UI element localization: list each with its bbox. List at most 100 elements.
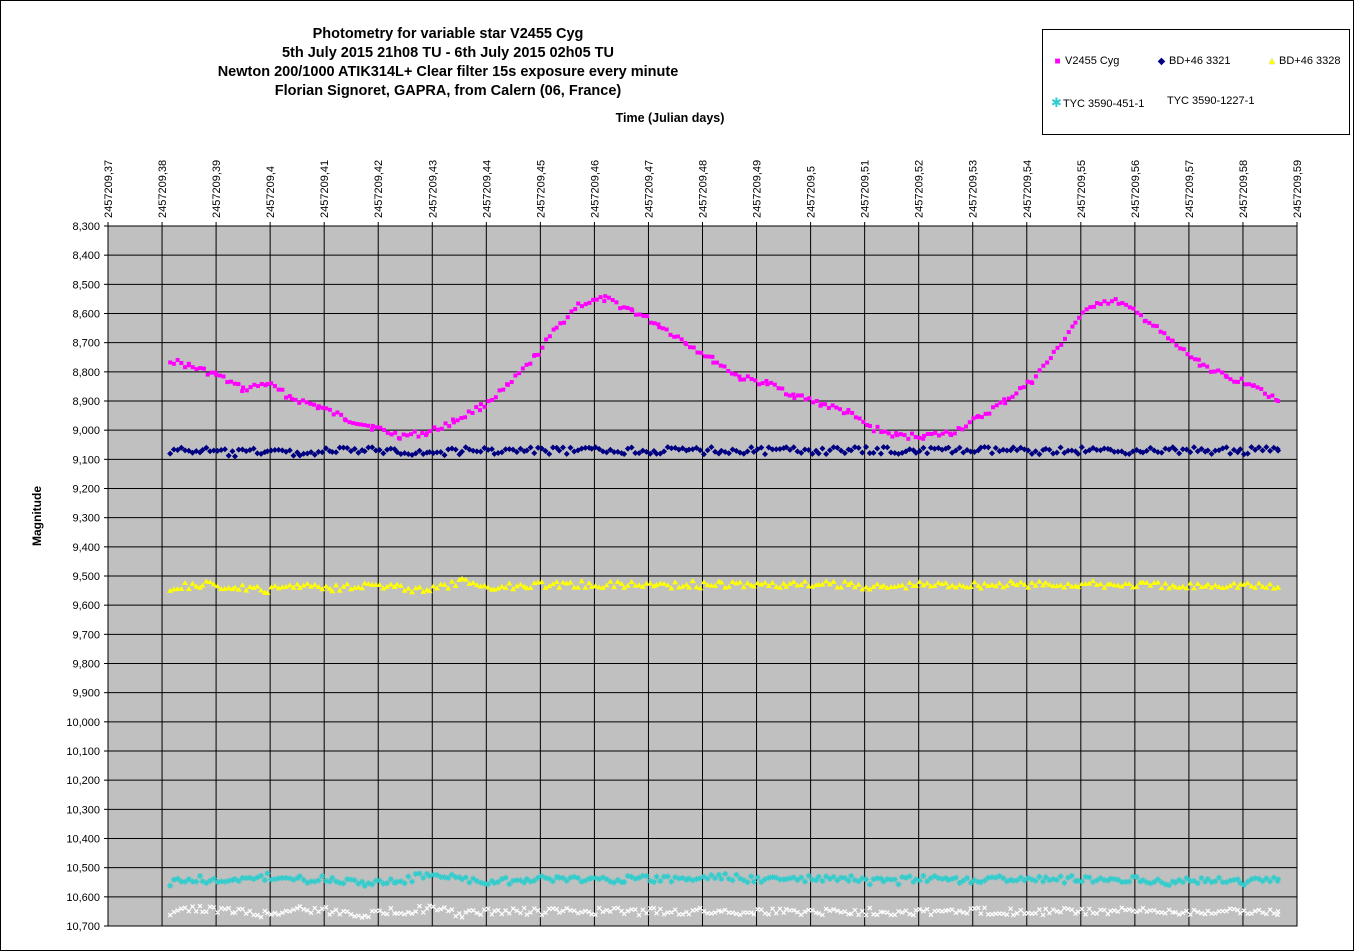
data-point [1147, 880, 1154, 887]
data-point [587, 300, 592, 305]
data-point [694, 907, 699, 913]
data-point [1154, 579, 1161, 585]
data-point [247, 908, 253, 914]
legend-item-tyc1227: ✕ TYC 3590-1227-1 [1155, 95, 1254, 107]
data-point [1126, 878, 1133, 885]
data-point [1000, 911, 1006, 917]
data-point [1106, 301, 1111, 306]
x-tick-label: 2457209,51 [860, 160, 872, 218]
data-point [391, 584, 398, 590]
data-point [700, 873, 707, 880]
data-point [598, 295, 603, 300]
data-point [509, 380, 514, 385]
data-point [907, 911, 913, 917]
data-point [1255, 444, 1262, 451]
data-point [286, 447, 293, 454]
data-point [497, 388, 502, 393]
data-point [401, 880, 408, 887]
data-point [1166, 585, 1173, 591]
data-point [1041, 363, 1046, 368]
data-point [290, 452, 297, 459]
data-point [1220, 370, 1225, 375]
data-point [855, 878, 862, 885]
data-point [1224, 908, 1229, 914]
data-point [322, 877, 329, 884]
data-point [232, 876, 239, 883]
data-point [315, 584, 322, 590]
x-tick-label: 2457209,41 [319, 160, 331, 218]
data-point [279, 875, 286, 881]
data-point [562, 320, 567, 325]
data-point [737, 579, 744, 585]
data-point [258, 914, 264, 920]
data-point [1263, 875, 1270, 882]
data-point [1046, 581, 1053, 587]
data-point [1245, 911, 1251, 917]
data-point [397, 436, 402, 441]
data-point [300, 582, 307, 588]
data-point [606, 295, 611, 300]
data-point [1022, 911, 1027, 917]
data-point [877, 450, 884, 457]
data-point [445, 908, 451, 914]
data-point [924, 906, 930, 912]
data-point [1227, 906, 1233, 912]
data-point [352, 913, 358, 919]
data-point [510, 877, 517, 884]
data-point [705, 910, 711, 916]
data-point [589, 911, 595, 917]
data-point [261, 877, 268, 884]
data-point [916, 448, 923, 455]
data-point [229, 379, 234, 384]
data-point [1181, 347, 1186, 352]
data-point [171, 361, 176, 366]
data-point [722, 907, 728, 913]
data-point [916, 578, 923, 584]
data-point [826, 581, 833, 587]
data-point [964, 424, 969, 429]
data-point [603, 449, 610, 456]
data-point [284, 395, 289, 400]
data-point [506, 881, 513, 888]
data-point [968, 906, 974, 912]
data-point [657, 906, 663, 912]
data-point [359, 585, 366, 591]
asterisk-marker-icon: ✱ [1051, 95, 1062, 110]
data-point [1037, 368, 1042, 373]
data-point [523, 447, 530, 454]
data-point [498, 583, 505, 589]
data-point [510, 446, 517, 453]
data-point [289, 396, 294, 401]
data-point [502, 584, 509, 590]
data-point [436, 427, 441, 432]
legend-label: V2455 Cyg [1065, 55, 1120, 67]
data-point [886, 431, 891, 436]
data-point [921, 436, 926, 441]
data-point [583, 302, 588, 307]
data-point [956, 426, 961, 431]
data-point [1003, 447, 1010, 454]
data-point [250, 876, 257, 883]
data-point [485, 446, 492, 453]
data-point [524, 362, 529, 367]
data-point [758, 907, 764, 913]
data-point [539, 912, 545, 918]
data-point [1241, 908, 1247, 913]
data-point [697, 585, 704, 591]
data-point [715, 360, 720, 365]
data-point [1275, 876, 1282, 883]
data-point [1154, 876, 1161, 883]
data-point [235, 446, 242, 453]
data-point [880, 444, 887, 451]
data-point [495, 585, 502, 591]
data-point [1129, 873, 1136, 880]
data-point [380, 880, 387, 887]
data-point [544, 337, 549, 342]
data-point [243, 911, 249, 916]
data-point [485, 906, 491, 912]
data-point [441, 452, 448, 459]
data-point [644, 910, 649, 916]
data-point [1135, 310, 1140, 315]
data-point [975, 582, 982, 588]
y-tick-label: 8,500 [72, 279, 100, 291]
